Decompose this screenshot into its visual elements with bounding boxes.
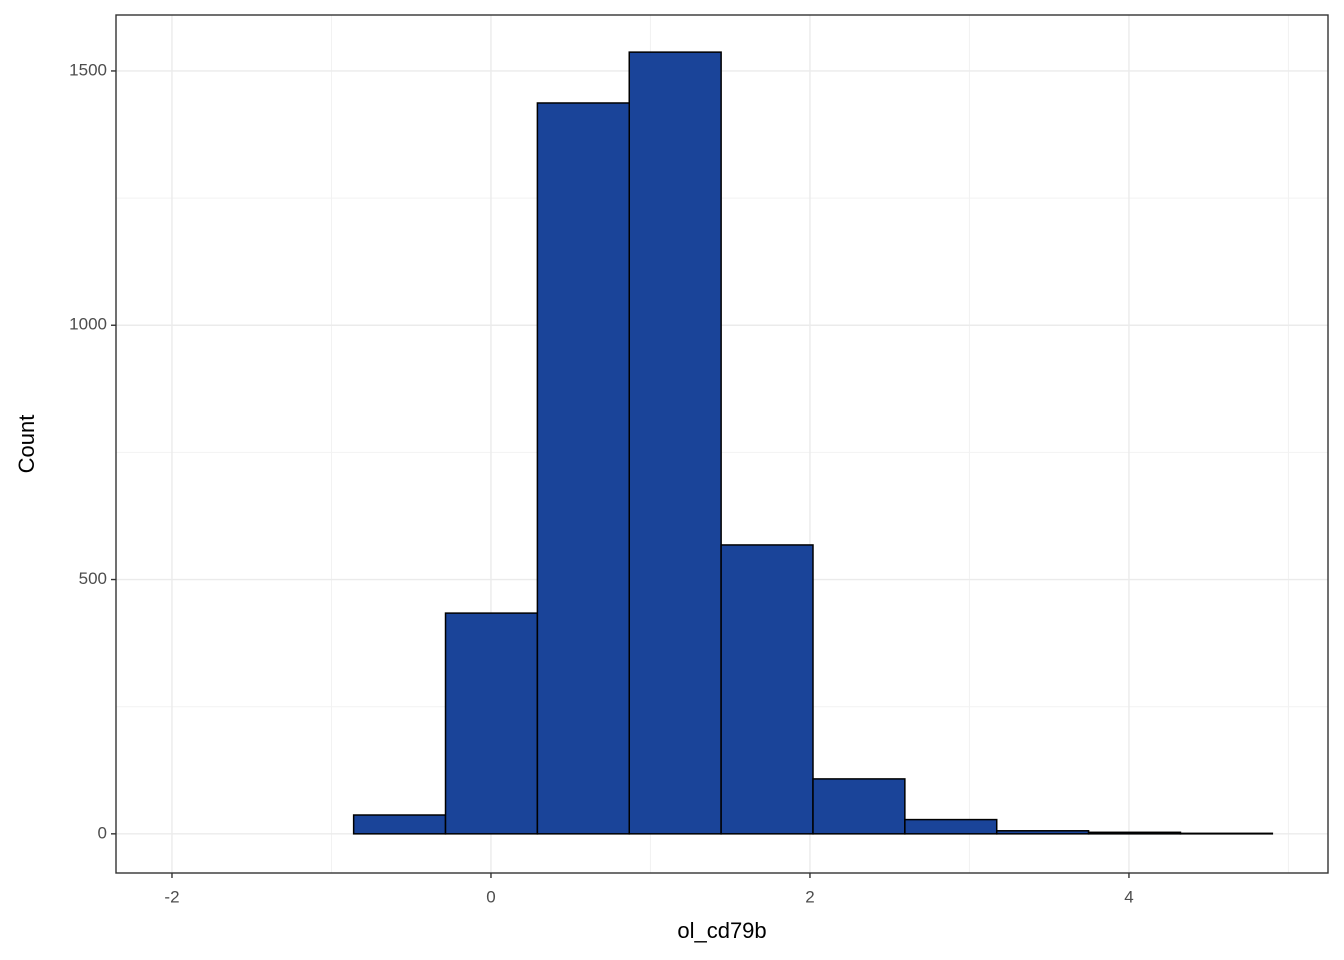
y-axis-title: Count [14, 415, 39, 474]
y-tick-label: 500 [79, 569, 107, 588]
bar [1087, 831, 1182, 835]
bar [628, 51, 722, 835]
bar [536, 102, 631, 835]
x-tick-label: 2 [805, 887, 814, 906]
x-axis-title: ol_cd79b [677, 918, 766, 943]
panel-border [115, 14, 1329, 874]
x-tick-label: -2 [164, 887, 179, 906]
y-tick-label: 0 [98, 823, 107, 842]
x-tick-label: 4 [1124, 887, 1133, 906]
plot-area: 0 500 1000 1500 -2 0 2 4 [69, 14, 1329, 906]
y-tick-label: 1000 [69, 315, 107, 334]
bar [995, 830, 1090, 835]
bar [352, 814, 447, 835]
x-tick-label: 0 [486, 887, 495, 906]
bar [444, 612, 539, 835]
y-tick-label: 1500 [69, 60, 107, 79]
bar [720, 544, 814, 835]
bar [1179, 832, 1274, 835]
bar [904, 818, 998, 835]
bar [812, 778, 906, 835]
